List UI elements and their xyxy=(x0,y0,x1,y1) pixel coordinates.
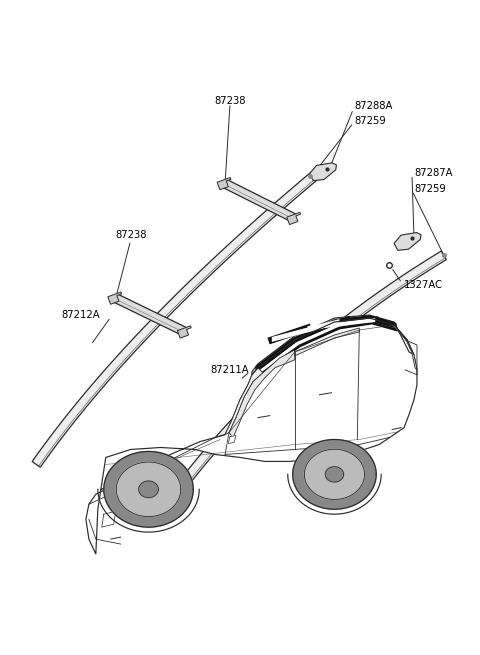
Polygon shape xyxy=(139,481,158,498)
Polygon shape xyxy=(308,318,375,330)
Polygon shape xyxy=(270,326,310,338)
Text: 87259: 87259 xyxy=(414,183,446,194)
Polygon shape xyxy=(178,326,191,338)
Polygon shape xyxy=(228,436,236,443)
Polygon shape xyxy=(104,451,193,527)
Text: 87212A: 87212A xyxy=(61,310,100,320)
Text: 87287A: 87287A xyxy=(414,168,453,178)
Polygon shape xyxy=(310,163,336,181)
Polygon shape xyxy=(225,368,263,434)
Polygon shape xyxy=(252,315,414,375)
Polygon shape xyxy=(295,328,360,356)
Polygon shape xyxy=(272,319,339,342)
Polygon shape xyxy=(223,179,297,223)
Polygon shape xyxy=(325,467,344,482)
Polygon shape xyxy=(217,178,231,190)
Polygon shape xyxy=(229,350,295,438)
Polygon shape xyxy=(287,212,300,225)
Text: 87259: 87259 xyxy=(354,116,386,126)
Polygon shape xyxy=(86,318,417,554)
Polygon shape xyxy=(304,449,364,500)
Polygon shape xyxy=(394,233,421,250)
Polygon shape xyxy=(116,462,181,517)
Polygon shape xyxy=(393,325,417,370)
Polygon shape xyxy=(171,251,446,497)
Polygon shape xyxy=(102,511,116,527)
Polygon shape xyxy=(114,294,187,336)
Text: 87238: 87238 xyxy=(214,96,246,106)
Text: 87211A: 87211A xyxy=(210,365,249,375)
Polygon shape xyxy=(310,316,351,332)
Polygon shape xyxy=(293,440,376,509)
Text: 1327AC: 1327AC xyxy=(404,280,443,290)
Polygon shape xyxy=(258,340,295,371)
Polygon shape xyxy=(108,292,121,305)
Text: 87238: 87238 xyxy=(115,231,146,240)
Polygon shape xyxy=(32,172,318,467)
Text: 87288A: 87288A xyxy=(354,101,393,111)
Polygon shape xyxy=(310,316,349,336)
